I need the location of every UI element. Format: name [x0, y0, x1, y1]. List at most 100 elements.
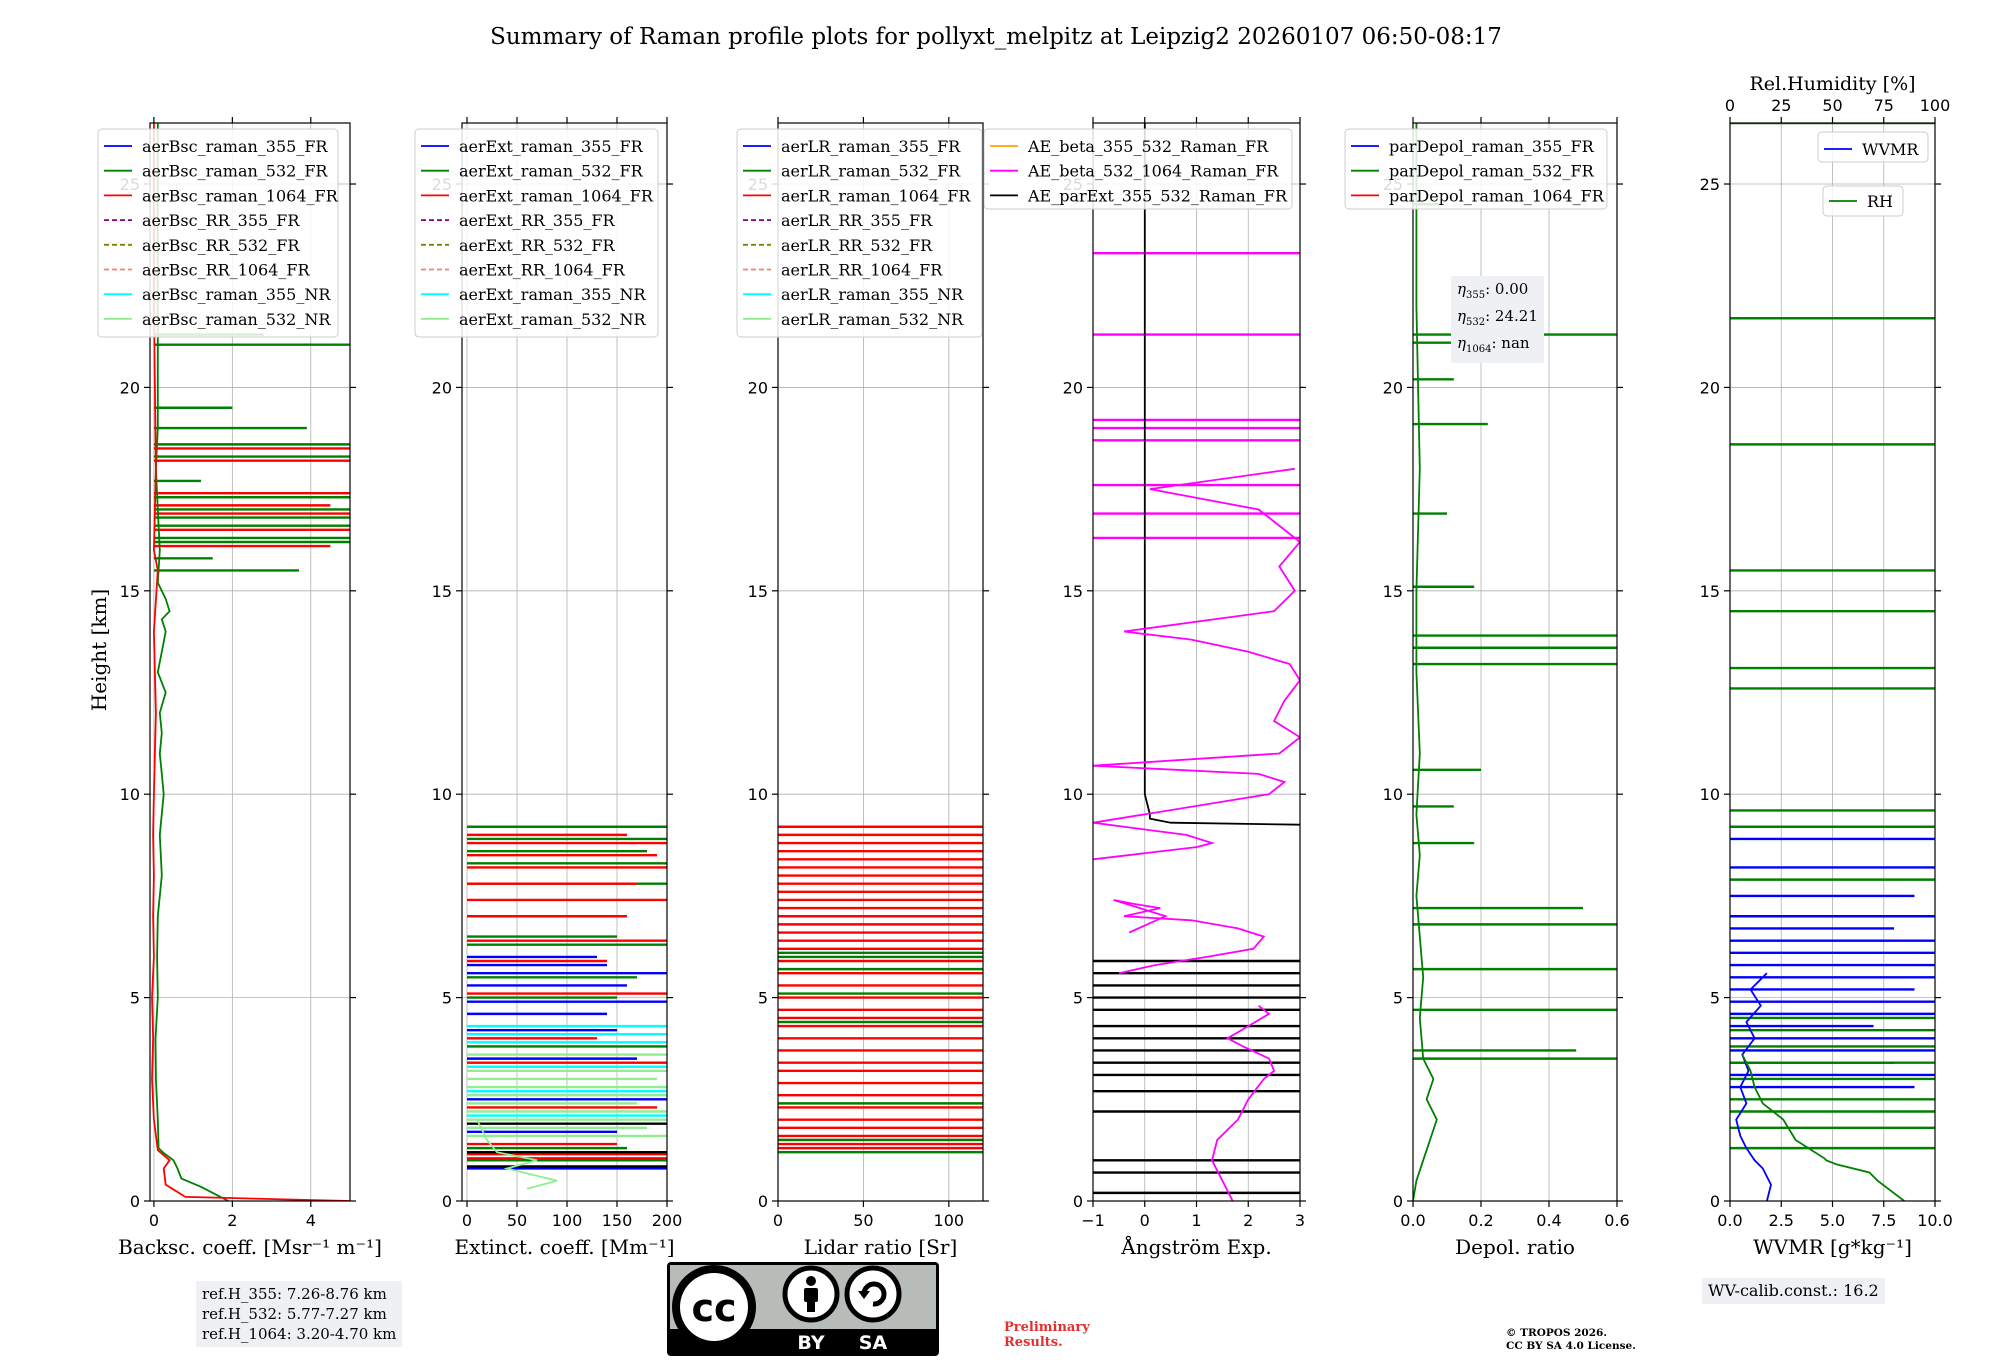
panel-lr: 0501000510152025Lidar ratio [Sr]aerLR_ra…: [736, 117, 989, 1259]
legend-label: aerBsc_raman_355_FR: [142, 137, 328, 156]
legend-box: [97, 128, 339, 338]
by-icon-head: [806, 1276, 816, 1286]
legend-label: parDepol_raman_355_FR: [1389, 137, 1595, 156]
data-layer: [1730, 123, 1935, 1201]
legend-label: aerExt_RR_532_FR: [459, 236, 616, 255]
x-tick-label: 2: [227, 1211, 237, 1230]
legend-label: aerBsc_raman_355_NR: [142, 285, 331, 304]
data-layer: [151, 123, 350, 1201]
legend: aerBsc_raman_355_FR aerBsc_raman_532_FRae…: [97, 128, 339, 338]
y-tick-label: 5: [1393, 989, 1403, 1008]
legend-label: AE_beta_355_532_Raman_FR: [1027, 137, 1269, 156]
panel-ae: −101230510152025Ångström Exp.AE_beta_355…: [983, 117, 1306, 1259]
y-tick-label: 15: [1063, 582, 1083, 601]
legend-label: aerExt_raman_1064_FR: [459, 186, 654, 205]
x-tick-label: 0: [773, 1211, 783, 1230]
legend-label: aerBsc_RR_355_FR: [142, 211, 300, 230]
series-line: [1413, 123, 1438, 1201]
y-tick-label: 5: [1710, 989, 1720, 1008]
legend-box: [736, 128, 983, 338]
legend-label: RH: [1867, 192, 1893, 211]
legend-label: aerLR_RR_355_FR: [781, 211, 933, 230]
x-tick-label: 0.2: [1468, 1211, 1493, 1230]
top-x-tick-label: 25: [1771, 96, 1791, 115]
series-line: [1735, 972, 1772, 1201]
legend: WVMR RH: [1817, 131, 1929, 217]
legend-label: AE_beta_532_1064_Raman_FR: [1027, 162, 1279, 181]
legend-label: aerBsc_RR_1064_FR: [142, 261, 311, 280]
cc-circle-inner: [680, 1273, 748, 1341]
y-tick-label: 10: [1383, 785, 1403, 804]
by-icon-body: [804, 1288, 818, 1302]
legend: aerLR_raman_355_FR aerLR_raman_532_FR aerL…: [736, 128, 983, 338]
figure-title: Summary of Raman profile plots for polly…: [490, 24, 1502, 50]
legend-label: aerLR_RR_532_FR: [781, 236, 933, 255]
legend: aerExt_raman_355_FR aerExt_raman_532_FRae…: [414, 128, 659, 338]
legend-label: aerBsc_raman_532_NR: [142, 310, 331, 329]
legend-label: WVMR: [1862, 140, 1919, 159]
y-tick-label: 20: [1063, 378, 1083, 397]
top-x-axis-label: Rel.Humidity [%]: [1749, 73, 1915, 95]
legend-label: aerLR_raman_355_FR: [781, 137, 961, 156]
preliminary-note: Preliminary Results.: [1004, 1320, 1090, 1350]
x-tick-label: 0.0: [1717, 1211, 1742, 1230]
legend-label: AE_parExt_355_532_Raman_FR: [1027, 186, 1288, 205]
y-tick-label: 20: [1700, 378, 1720, 397]
x-axis-label: Ångström Exp.: [1120, 1234, 1271, 1259]
x-tick-label: 2: [1243, 1211, 1253, 1230]
series-line: [151, 123, 350, 1201]
y-tick-label: 20: [120, 378, 140, 397]
y-tick-label: 10: [120, 785, 140, 804]
y-tick-label: 15: [1700, 582, 1720, 601]
y-tick-label: 0: [442, 1192, 452, 1211]
top-x-tick-label: 75: [1874, 96, 1894, 115]
ref-h-355: ref.H_355: 7.26-8.76 km: [202, 1285, 387, 1303]
eta-355: η355: 0.00: [1457, 280, 1529, 301]
x-tick-label: 0: [149, 1211, 159, 1230]
eta-1064: η1064: nan: [1457, 334, 1530, 355]
series-line: [1113, 899, 1266, 975]
y-tick-label: 20: [748, 378, 768, 397]
y-tick-label: 10: [1063, 785, 1083, 804]
panel-depol: 0.00.20.40.60510152025Depol. ratioparDep…: [1344, 117, 1630, 1259]
y-tick-label: 10: [748, 785, 768, 804]
legend: AE_beta_355_532_Raman_FR AE_beta_532_1064…: [983, 128, 1293, 210]
legend-label: parDepol_raman_1064_FR: [1389, 186, 1605, 205]
x-tick-label: 0.0: [1400, 1211, 1425, 1230]
legend-label: aerBsc_raman_532_FR: [142, 162, 328, 181]
legend-box: [1344, 128, 1608, 210]
legend-label: aerBsc_raman_1064_FR: [142, 186, 339, 205]
data-layer: [778, 825, 983, 1154]
x-tick-label: 3: [1295, 1211, 1305, 1230]
x-axis-label: Lidar ratio [Sr]: [804, 1235, 958, 1259]
legend-box: [983, 128, 1293, 210]
y-tick-label: 0: [130, 1192, 140, 1211]
x-tick-label: 50: [507, 1211, 527, 1230]
legend-label: aerExt_RR_1064_FR: [459, 261, 626, 280]
legend-box: [1817, 131, 1929, 163]
axes-frame: [461, 122, 668, 1202]
legend-label: aerBsc_RR_532_FR: [142, 236, 300, 255]
cc-by-sa-badge: cc BY SA: [667, 1262, 939, 1356]
panel-bsc: 0240510152025Backsc. coeff. [Msr⁻¹ m⁻¹]a…: [97, 117, 382, 1259]
top-x-tick-label: 0: [1725, 96, 1735, 115]
x-tick-label: 0.6: [1604, 1211, 1629, 1230]
y-tick-label: 10: [1700, 785, 1720, 804]
x-tick-label: 7.5: [1871, 1211, 1896, 1230]
data-layer: [1093, 123, 1300, 1201]
y-tick-label: 25: [1700, 175, 1720, 194]
x-tick-label: 100: [934, 1211, 965, 1230]
legend-label: aerExt_raman_532_FR: [459, 162, 644, 181]
y-tick-label: 5: [758, 989, 768, 1008]
x-tick-label: 2.5: [1769, 1211, 1794, 1230]
copyright-note: © TROPOS 2026. CC BY SA 4.0 License.: [1506, 1327, 1636, 1353]
y-tick-label: 5: [1073, 989, 1083, 1008]
legend-label: parDepol_raman_532_FR: [1389, 162, 1595, 181]
series-line: [1093, 467, 1300, 861]
x-tick-label: 4: [306, 1211, 316, 1230]
x-tick-label: 200: [652, 1211, 683, 1230]
legend-box-secondary: [1822, 185, 1904, 217]
sa-icon-arc: [861, 1281, 887, 1307]
ref-h-532: ref.H_532: 5.77-7.27 km: [202, 1305, 387, 1323]
